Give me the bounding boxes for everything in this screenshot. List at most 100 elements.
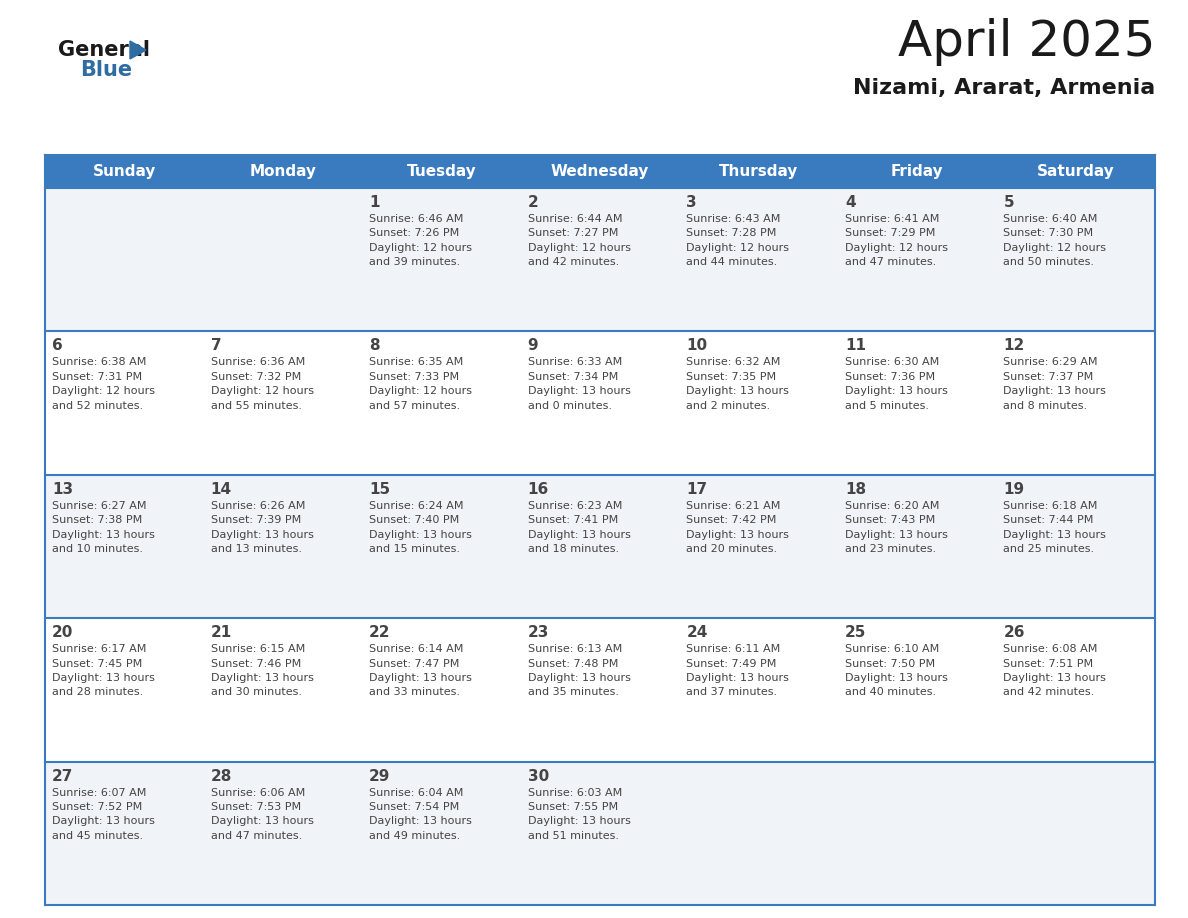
Text: Thursday: Thursday [719,164,798,179]
Text: Sunrise: 6:33 AM
Sunset: 7:34 PM
Daylight: 13 hours
and 0 minutes.: Sunrise: 6:33 AM Sunset: 7:34 PM Dayligh… [527,357,631,410]
Text: Sunrise: 6:07 AM
Sunset: 7:52 PM
Daylight: 13 hours
and 45 minutes.: Sunrise: 6:07 AM Sunset: 7:52 PM Dayligh… [52,788,154,841]
Bar [838,188,997,331]
Bar [997,155,1155,188]
Text: Saturday: Saturday [1037,164,1114,179]
Text: 29: 29 [369,768,391,784]
Text: 12: 12 [1004,339,1025,353]
Text: 11: 11 [845,339,866,353]
Text: 5: 5 [1004,195,1015,210]
Bar [520,155,680,188]
Bar [838,155,997,188]
Text: Sunrise: 6:11 AM
Sunset: 7:49 PM
Daylight: 13 hours
and 37 minutes.: Sunrise: 6:11 AM Sunset: 7:49 PM Dayligh… [687,644,789,698]
Bar [520,475,680,618]
Text: Monday: Monday [249,164,316,179]
Text: Sunrise: 6:21 AM
Sunset: 7:42 PM
Daylight: 13 hours
and 20 minutes.: Sunrise: 6:21 AM Sunset: 7:42 PM Dayligh… [687,501,789,554]
Text: Sunrise: 6:17 AM
Sunset: 7:45 PM
Daylight: 13 hours
and 28 minutes.: Sunrise: 6:17 AM Sunset: 7:45 PM Dayligh… [52,644,154,698]
Bar [45,762,203,905]
Text: 15: 15 [369,482,391,497]
Bar [838,762,997,905]
Text: Sunrise: 6:35 AM
Sunset: 7:33 PM
Daylight: 12 hours
and 57 minutes.: Sunrise: 6:35 AM Sunset: 7:33 PM Dayligh… [369,357,472,410]
Bar [203,618,362,762]
Text: Sunrise: 6:40 AM
Sunset: 7:30 PM
Daylight: 12 hours
and 50 minutes.: Sunrise: 6:40 AM Sunset: 7:30 PM Dayligh… [1004,214,1106,267]
Bar [203,155,362,188]
Bar [520,331,680,475]
Text: Sunrise: 6:06 AM
Sunset: 7:53 PM
Daylight: 13 hours
and 47 minutes.: Sunrise: 6:06 AM Sunset: 7:53 PM Dayligh… [210,788,314,841]
Text: Sunrise: 6:20 AM
Sunset: 7:43 PM
Daylight: 13 hours
and 23 minutes.: Sunrise: 6:20 AM Sunset: 7:43 PM Dayligh… [845,501,948,554]
Text: 13: 13 [52,482,74,497]
Text: Sunrise: 6:41 AM
Sunset: 7:29 PM
Daylight: 12 hours
and 47 minutes.: Sunrise: 6:41 AM Sunset: 7:29 PM Dayligh… [845,214,948,267]
Text: Blue: Blue [80,60,132,80]
Text: Sunrise: 6:38 AM
Sunset: 7:31 PM
Daylight: 12 hours
and 52 minutes.: Sunrise: 6:38 AM Sunset: 7:31 PM Dayligh… [52,357,154,410]
Text: Sunrise: 6:36 AM
Sunset: 7:32 PM
Daylight: 12 hours
and 55 minutes.: Sunrise: 6:36 AM Sunset: 7:32 PM Dayligh… [210,357,314,410]
Bar [203,188,362,331]
Text: 19: 19 [1004,482,1024,497]
Text: 2: 2 [527,195,538,210]
Text: 21: 21 [210,625,232,640]
Text: Sunrise: 6:46 AM
Sunset: 7:26 PM
Daylight: 12 hours
and 39 minutes.: Sunrise: 6:46 AM Sunset: 7:26 PM Dayligh… [369,214,472,267]
Bar [520,618,680,762]
Text: 28: 28 [210,768,232,784]
Bar [680,188,838,331]
Bar [362,762,520,905]
Bar [45,155,203,188]
Bar [680,762,838,905]
Text: Sunrise: 6:29 AM
Sunset: 7:37 PM
Daylight: 13 hours
and 8 minutes.: Sunrise: 6:29 AM Sunset: 7:37 PM Dayligh… [1004,357,1106,410]
Bar [997,618,1155,762]
Text: General: General [58,40,150,60]
Text: 9: 9 [527,339,538,353]
Text: Sunrise: 6:30 AM
Sunset: 7:36 PM
Daylight: 13 hours
and 5 minutes.: Sunrise: 6:30 AM Sunset: 7:36 PM Dayligh… [845,357,948,410]
Text: 17: 17 [687,482,707,497]
Text: Sunrise: 6:24 AM
Sunset: 7:40 PM
Daylight: 13 hours
and 15 minutes.: Sunrise: 6:24 AM Sunset: 7:40 PM Dayligh… [369,501,472,554]
Text: 24: 24 [687,625,708,640]
Bar [362,155,520,188]
Bar [997,762,1155,905]
Bar [45,475,203,618]
Text: April 2025: April 2025 [897,18,1155,66]
Text: 6: 6 [52,339,63,353]
Text: Sunrise: 6:43 AM
Sunset: 7:28 PM
Daylight: 12 hours
and 44 minutes.: Sunrise: 6:43 AM Sunset: 7:28 PM Dayligh… [687,214,789,267]
Text: Friday: Friday [891,164,943,179]
Text: Sunrise: 6:23 AM
Sunset: 7:41 PM
Daylight: 13 hours
and 18 minutes.: Sunrise: 6:23 AM Sunset: 7:41 PM Dayligh… [527,501,631,554]
Text: 14: 14 [210,482,232,497]
Bar [362,618,520,762]
Text: 7: 7 [210,339,221,353]
Bar [520,188,680,331]
Text: Sunrise: 6:27 AM
Sunset: 7:38 PM
Daylight: 13 hours
and 10 minutes.: Sunrise: 6:27 AM Sunset: 7:38 PM Dayligh… [52,501,154,554]
Text: Nizami, Ararat, Armenia: Nizami, Ararat, Armenia [853,78,1155,98]
Text: Wednesday: Wednesday [551,164,649,179]
Text: 27: 27 [52,768,74,784]
Text: Sunrise: 6:03 AM
Sunset: 7:55 PM
Daylight: 13 hours
and 51 minutes.: Sunrise: 6:03 AM Sunset: 7:55 PM Dayligh… [527,788,631,841]
Text: 8: 8 [369,339,380,353]
Text: Sunrise: 6:08 AM
Sunset: 7:51 PM
Daylight: 13 hours
and 42 minutes.: Sunrise: 6:08 AM Sunset: 7:51 PM Dayligh… [1004,644,1106,698]
Bar [680,331,838,475]
Bar [997,475,1155,618]
Text: 20: 20 [52,625,74,640]
Bar [680,475,838,618]
Text: Sunrise: 6:10 AM
Sunset: 7:50 PM
Daylight: 13 hours
and 40 minutes.: Sunrise: 6:10 AM Sunset: 7:50 PM Dayligh… [845,644,948,698]
Text: 10: 10 [687,339,707,353]
Text: Sunday: Sunday [93,164,156,179]
Bar [45,618,203,762]
Bar [680,618,838,762]
Bar [997,188,1155,331]
Text: Tuesday: Tuesday [406,164,476,179]
Text: 4: 4 [845,195,855,210]
Text: 3: 3 [687,195,697,210]
Bar [45,188,203,331]
Bar [838,331,997,475]
Bar [362,475,520,618]
Text: Sunrise: 6:44 AM
Sunset: 7:27 PM
Daylight: 12 hours
and 42 minutes.: Sunrise: 6:44 AM Sunset: 7:27 PM Dayligh… [527,214,631,267]
Text: Sunrise: 6:26 AM
Sunset: 7:39 PM
Daylight: 13 hours
and 13 minutes.: Sunrise: 6:26 AM Sunset: 7:39 PM Dayligh… [210,501,314,554]
Text: 16: 16 [527,482,549,497]
Text: 25: 25 [845,625,866,640]
Bar [838,618,997,762]
Text: 23: 23 [527,625,549,640]
Bar [45,331,203,475]
Text: 1: 1 [369,195,380,210]
Bar [997,331,1155,475]
Text: Sunrise: 6:18 AM
Sunset: 7:44 PM
Daylight: 13 hours
and 25 minutes.: Sunrise: 6:18 AM Sunset: 7:44 PM Dayligh… [1004,501,1106,554]
Text: 22: 22 [369,625,391,640]
Bar [203,331,362,475]
Bar [362,331,520,475]
Text: Sunrise: 6:15 AM
Sunset: 7:46 PM
Daylight: 13 hours
and 30 minutes.: Sunrise: 6:15 AM Sunset: 7:46 PM Dayligh… [210,644,314,698]
